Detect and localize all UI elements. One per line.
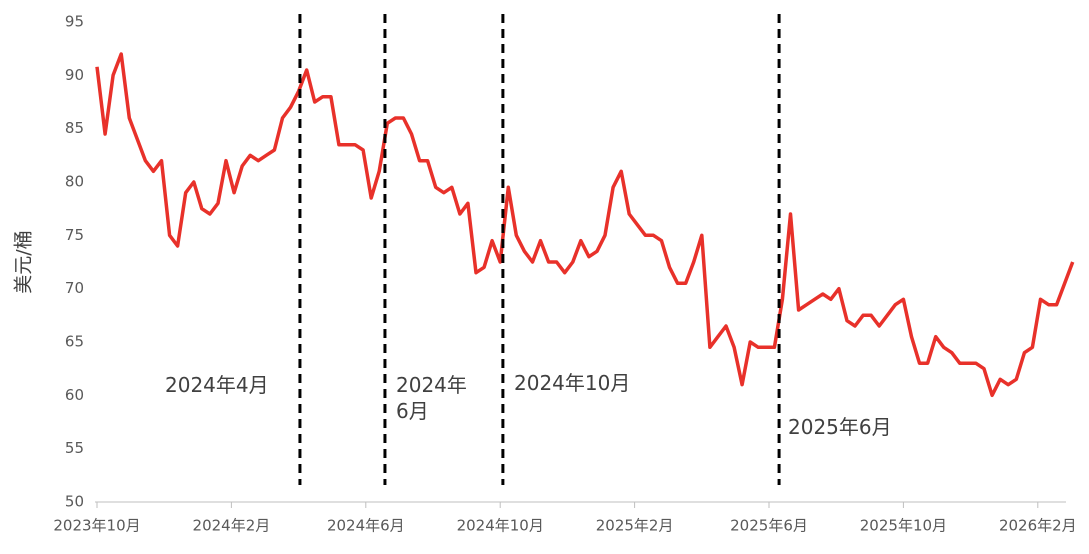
x-tick-label: 2025年2月 xyxy=(596,517,674,535)
x-tick-label: 2023年10月 xyxy=(53,517,140,535)
annotation: 2025年6月 xyxy=(788,415,892,439)
annotation: 2024年10月 xyxy=(514,371,630,395)
y-tick-label: 60 xyxy=(65,386,84,404)
y-tick-label: 65 xyxy=(65,333,84,351)
x-tick-label: 2024年10月 xyxy=(457,517,544,535)
y-tick-label: 90 xyxy=(65,66,84,84)
y-tick-label: 55 xyxy=(65,439,84,457)
y-tick-label: 50 xyxy=(65,493,84,511)
x-tick-label: 2024年2月 xyxy=(193,517,271,535)
y-axis-label: 美元/桶 xyxy=(13,230,35,293)
y-tick-label: 85 xyxy=(65,119,84,137)
x-tick-label: 2025年6月 xyxy=(730,517,808,535)
annotation: 2024年 6月 xyxy=(396,373,467,423)
x-tick-label: 2026年2月 xyxy=(999,517,1077,535)
y-tick-label: 80 xyxy=(65,173,84,191)
y-tick-label: 75 xyxy=(65,226,84,244)
x-tick-label: 2024年6月 xyxy=(327,517,405,535)
x-tick-label: 2025年10月 xyxy=(860,517,947,535)
y-tick-label: 70 xyxy=(65,279,84,297)
annotation: 2024年4月 xyxy=(165,373,269,397)
price-line xyxy=(95,52,1075,398)
y-tick-label: 95 xyxy=(65,13,84,31)
